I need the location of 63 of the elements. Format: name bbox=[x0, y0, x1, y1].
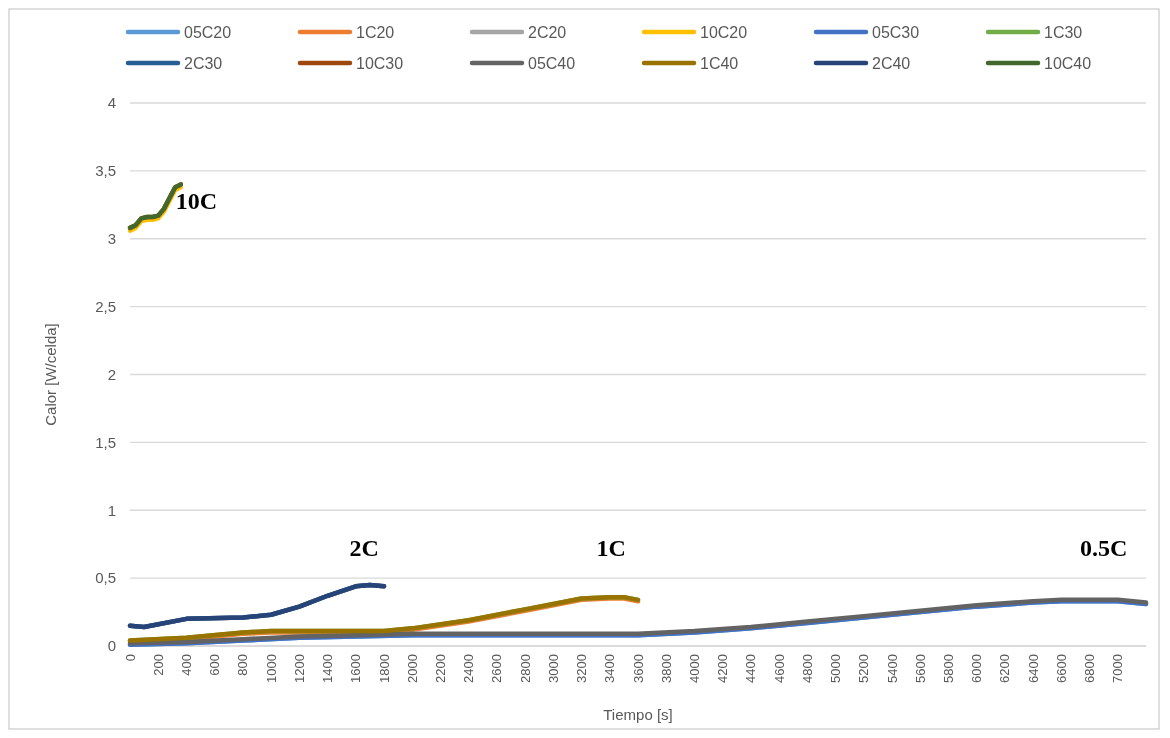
x-tick-label: 1400 bbox=[320, 654, 336, 683]
y-tick-label: 3 bbox=[107, 230, 116, 247]
x-tick-label: 4200 bbox=[715, 654, 731, 683]
x-tick-label: 6200 bbox=[997, 654, 1013, 683]
x-tick-label: 5600 bbox=[912, 654, 928, 683]
annotation: 2C bbox=[349, 535, 379, 562]
y-tick-label: 2 bbox=[107, 365, 116, 383]
legend-label: 1C20 bbox=[356, 23, 395, 41]
x-tick-label: 6400 bbox=[1025, 654, 1041, 683]
x-tick-label: 3000 bbox=[545, 654, 561, 683]
legend-label: 1C40 bbox=[700, 54, 739, 72]
x-tick-label: 1600 bbox=[348, 654, 364, 683]
x-tick-label: 2400 bbox=[461, 654, 477, 683]
legend-label: 10C30 bbox=[356, 54, 404, 72]
legend-label: 05C20 bbox=[184, 23, 232, 41]
legend-label: 1C30 bbox=[1044, 23, 1083, 41]
y-tick-label: 0 bbox=[107, 637, 116, 655]
x-tick-label: 5200 bbox=[856, 654, 872, 683]
x-tick-label: 4600 bbox=[771, 654, 787, 683]
x-tick-label: 1800 bbox=[376, 654, 392, 683]
annotation: 1C bbox=[596, 535, 626, 562]
x-tick-label: 4000 bbox=[686, 654, 702, 683]
x-tick-label: 800 bbox=[235, 654, 251, 676]
x-tick-label: 2800 bbox=[517, 654, 533, 683]
legend-label: 05C40 bbox=[528, 54, 576, 72]
x-tick-label: 2600 bbox=[489, 654, 505, 683]
x-tick-label: 1200 bbox=[291, 654, 307, 683]
x-tick-label: 4800 bbox=[799, 654, 815, 683]
x-tick-label: 3200 bbox=[574, 654, 590, 683]
legend-label: 2C20 bbox=[528, 23, 567, 41]
x-tick-label: 400 bbox=[178, 654, 194, 676]
x-tick-label: 6800 bbox=[1082, 654, 1098, 683]
x-tick-label: 2200 bbox=[432, 654, 448, 683]
x-tick-label: 5800 bbox=[940, 654, 956, 683]
x-tick-label: 5000 bbox=[828, 654, 844, 683]
legend-label: 2C40 bbox=[872, 54, 911, 72]
x-tick-label: 7000 bbox=[1110, 654, 1126, 683]
annotation: 0.5C bbox=[1079, 535, 1128, 562]
x-tick-label: 0 bbox=[122, 654, 138, 662]
x-axis-title: Tiempo [s] bbox=[603, 706, 673, 723]
annotation: 10C bbox=[175, 187, 217, 214]
y-tick-label: 1,5 bbox=[95, 433, 116, 451]
x-tick-label: 6000 bbox=[969, 654, 985, 683]
y-tick-label: 0,5 bbox=[95, 569, 116, 587]
legend-label: 10C40 bbox=[1044, 54, 1092, 72]
x-tick-label: 3400 bbox=[602, 654, 618, 683]
x-tick-label: 3600 bbox=[630, 654, 646, 683]
legend-label: 2C30 bbox=[184, 54, 223, 72]
x-tick-label: 1000 bbox=[263, 654, 279, 683]
y-tick-label: 3,5 bbox=[95, 162, 116, 180]
x-tick-label: 2000 bbox=[404, 654, 420, 683]
y-axis-title: Calor [W/celda] bbox=[42, 323, 59, 426]
legend-label: 10C20 bbox=[700, 23, 748, 41]
legend-label: 05C30 bbox=[872, 23, 920, 41]
x-tick-label: 200 bbox=[150, 654, 166, 676]
x-tick-label: 5400 bbox=[884, 654, 900, 683]
x-tick-label: 6600 bbox=[1053, 654, 1069, 683]
x-tick-label: 600 bbox=[207, 654, 223, 676]
y-tick-label: 4 bbox=[107, 94, 116, 112]
y-tick-label: 2,5 bbox=[95, 297, 116, 315]
x-tick-label: 4400 bbox=[743, 654, 759, 683]
y-tick-label: 1 bbox=[107, 501, 116, 519]
x-tick-label: 3800 bbox=[658, 654, 674, 683]
